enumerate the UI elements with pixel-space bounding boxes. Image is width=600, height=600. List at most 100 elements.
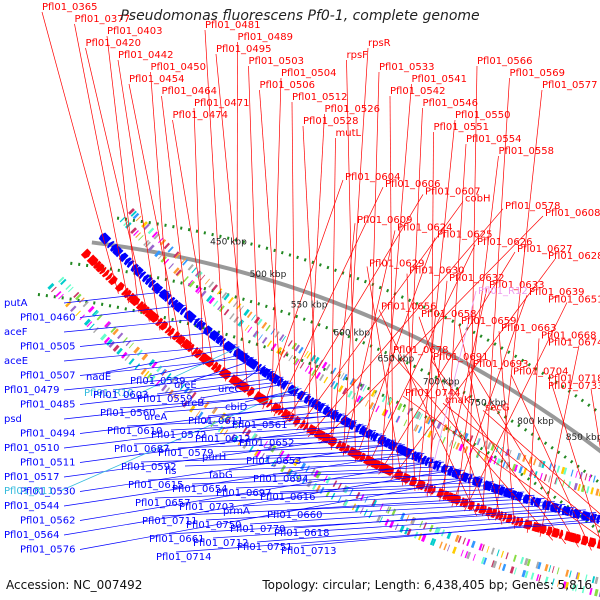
gene-label: Pfl01_0495	[216, 44, 272, 55]
gene-label: Pfl01_0630	[409, 266, 465, 277]
connector-line	[402, 395, 600, 538]
cog-feature	[122, 337, 128, 344]
cog-feature	[93, 327, 99, 334]
minus-strand-gene	[421, 455, 427, 465]
cog-feature	[342, 373, 348, 381]
minus-strand-gene	[463, 472, 470, 483]
cog-feature	[313, 356, 320, 365]
cog-feature	[143, 370, 150, 378]
gene-label: Pfl01_0609	[357, 215, 413, 226]
plus-strand-gene	[590, 537, 597, 548]
gene-label: Pfl01_0629	[369, 258, 425, 269]
gene-label: Pfl01_0733	[548, 381, 600, 392]
cog-feature	[175, 269, 182, 277]
cog-feature	[212, 300, 219, 307]
cog-feature	[96, 314, 103, 321]
gene-label: Pfl01_0618	[274, 528, 330, 539]
cog-feature	[237, 438, 243, 446]
cog-feature	[146, 372, 153, 380]
gene-label: Pfl01_0654	[172, 484, 228, 495]
connector-line	[63, 290, 170, 304]
minus-strand-gene	[195, 319, 204, 329]
plus-strand-gene	[110, 277, 118, 286]
cog-feature	[562, 581, 567, 589]
gene-label: ureB	[181, 398, 204, 409]
gene-label: Pfl01_0651	[548, 294, 600, 305]
plus-strand-gene	[299, 420, 306, 429]
gene-label: Pfl01_0610	[107, 426, 163, 437]
minus-strand-gene	[322, 405, 331, 416]
gene-label: Pfl01_0365	[42, 2, 98, 13]
cog-feature	[418, 533, 423, 541]
minus-strand-gene	[399, 445, 408, 456]
minus-strand-gene	[215, 334, 224, 345]
plus-strand-gene	[83, 250, 92, 259]
cog-feature	[135, 232, 141, 238]
gene-label: Pfl01_0506	[260, 80, 316, 91]
cog-feature	[355, 395, 362, 403]
gene-label: Pfl01_0558	[499, 146, 555, 157]
cog-feature	[311, 369, 317, 377]
cog-feature	[157, 253, 164, 260]
cog-feature	[89, 323, 95, 330]
connector-line	[550, 381, 600, 541]
cog-feature	[406, 528, 412, 536]
cog-feature	[454, 534, 460, 543]
gene-label: Pfl01_0546	[423, 98, 479, 109]
cog-feature	[564, 581, 570, 590]
gene-label: Pfl01_0656	[381, 302, 437, 313]
gene-label: Pfl01_0718	[548, 374, 600, 385]
connector-line	[207, 404, 330, 417]
cog-feature	[325, 490, 331, 498]
cog-feature	[520, 556, 525, 565]
connector-line	[319, 215, 544, 444]
cog-feature	[414, 424, 419, 432]
cog-feature	[560, 466, 566, 475]
gene-label: Pfl01_0481	[205, 20, 261, 31]
connector-line	[128, 83, 182, 349]
connector-line	[105, 346, 240, 373]
gene-label: Pfl01_0420	[86, 38, 142, 49]
cog-feature	[370, 389, 377, 397]
dotted-track-0	[116, 216, 600, 416]
cog-feature	[265, 324, 271, 332]
cog-feature	[133, 346, 141, 354]
cog-feature	[173, 251, 180, 258]
cog-feature	[565, 569, 570, 577]
connector-line	[284, 194, 424, 424]
connector-line	[390, 352, 554, 541]
cog-feature	[300, 462, 307, 471]
cog-feature	[206, 295, 213, 303]
cog-feature	[58, 293, 64, 300]
cog-feature	[223, 308, 230, 316]
rna-label: Pfl01_R10	[84, 388, 134, 399]
connector-line	[302, 125, 320, 441]
connector-line	[469, 65, 478, 512]
cog-feature	[55, 290, 62, 298]
scale-label: 500 kbp	[250, 270, 287, 280]
cog-feature	[78, 297, 85, 304]
gene-label: Pfl01_0678	[393, 345, 449, 356]
minus-strand-gene	[272, 374, 281, 385]
cog-feature	[343, 499, 349, 507]
connector-line	[342, 230, 396, 457]
gene-label: Pfl01_0611	[188, 416, 244, 427]
scale-label: 850 kbp	[566, 433, 600, 443]
gene-label: Pfl01_0625	[437, 230, 493, 241]
minus-strand-gene	[505, 488, 513, 499]
gene-label: Pfl01_0403	[107, 26, 163, 37]
cog-feature	[197, 287, 203, 294]
cog-feature	[337, 385, 344, 393]
plus-strand-gene	[101, 269, 110, 278]
cog-feature	[144, 241, 151, 248]
minus-strand-gene	[372, 432, 379, 442]
cog-feature	[283, 351, 289, 358]
cog-feature	[82, 300, 89, 308]
cog-feature	[293, 357, 299, 365]
gene-label: Pfl01_0632	[449, 273, 505, 284]
gene-label: Pfl01_0592	[121, 462, 177, 473]
cog-feature	[556, 465, 561, 473]
gene-label: Pfl01_0751	[237, 542, 293, 553]
connector-line	[439, 287, 488, 502]
connector-line	[279, 481, 494, 493]
